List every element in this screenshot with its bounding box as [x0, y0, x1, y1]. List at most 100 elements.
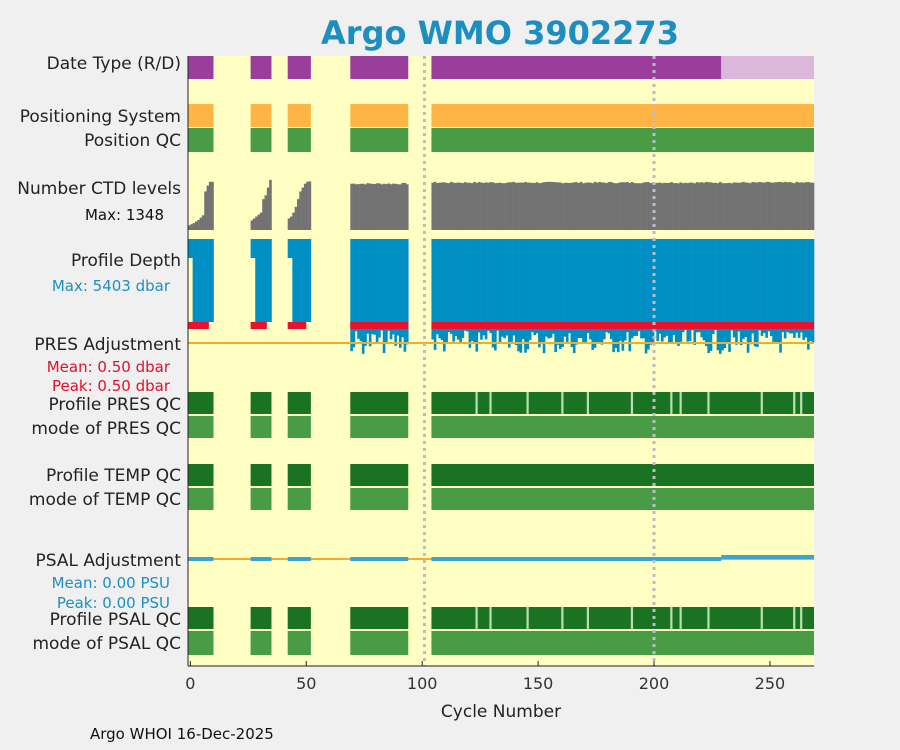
psal-mean-annotation: Mean: 0.00 PSU — [52, 574, 170, 592]
profile-psal-qc-bar-minor-mark — [679, 607, 682, 629]
profile-depth-bar — [623, 239, 627, 341]
profile-depth-bar — [730, 239, 734, 331]
profile-depth-bar — [503, 239, 506, 339]
ctd-level-bar — [681, 183, 685, 230]
ctd-level-bar — [788, 182, 792, 230]
profile-depth-bar — [760, 239, 764, 336]
ctd-level-bar — [582, 183, 585, 230]
x-axis-title: Cycle Number — [441, 702, 561, 722]
ctd-level-bar — [786, 182, 789, 230]
ctd-level-bar — [735, 182, 738, 230]
ctd-level-bar — [651, 182, 655, 230]
ctd-level-bar — [714, 182, 717, 230]
profile-depth-bar — [294, 239, 298, 322]
ctd-level-bar — [593, 181, 597, 230]
profile-depth-bar — [616, 239, 620, 353]
profile-psal-qc-bar-minor-mark — [707, 607, 710, 629]
profile-depth-bar — [709, 239, 713, 351]
profile-psal-qc-bar-minor-mark — [561, 607, 564, 629]
depth-reference-band — [250, 322, 267, 329]
profile-depth-bar — [206, 239, 210, 322]
row-label-mode_pres_qc: mode of PRES QC — [31, 419, 181, 439]
positioning-bar — [431, 104, 814, 127]
profile-depth-bar — [732, 239, 736, 338]
ctd-level-bar — [561, 183, 564, 230]
ctd-level-bar — [199, 217, 203, 230]
row-label-profile_depth: Profile Depth — [71, 251, 181, 271]
ctd-level-bar — [264, 195, 268, 230]
ctd-level-bar — [667, 182, 671, 230]
ctd-level-bar — [633, 183, 636, 230]
profile-depth-bar — [443, 239, 446, 352]
profile-depth-bar — [533, 239, 537, 336]
ctd-level-bar — [373, 184, 377, 230]
ctd-level-bar — [545, 181, 548, 230]
row-label-date_type: Date Type (R/D) — [47, 54, 181, 74]
profile-depth-bar — [767, 239, 771, 332]
profile-depth-bar — [489, 239, 493, 334]
profile-depth-bar — [398, 239, 402, 348]
mode-temp-qc-bar — [188, 488, 214, 510]
profile-depth-bar — [811, 239, 815, 343]
ctd-level-bar — [698, 182, 701, 230]
ctd-level-bar — [614, 183, 618, 230]
profile-depth-bar — [514, 239, 518, 346]
profile-depth-bar — [290, 239, 293, 258]
profile-depth-bar — [382, 239, 386, 354]
ctd-level-bar — [188, 225, 191, 230]
profile-psal-qc-bar — [188, 607, 214, 629]
profile-depth-bar — [762, 239, 766, 333]
psal-adjustment-bar — [188, 557, 214, 561]
profile-depth-bar — [387, 239, 391, 331]
profile-depth-bar — [804, 239, 808, 338]
profile-depth-bar — [753, 239, 757, 347]
profile-depth-bar — [269, 239, 272, 322]
ctd-level-bar — [542, 182, 546, 230]
mode-pres-qc-bar — [287, 416, 311, 438]
ctd-level-bar — [255, 216, 258, 230]
profile-depth-bar — [385, 239, 388, 343]
ctd-level-bar — [797, 182, 801, 230]
date-type-bar-D — [250, 56, 272, 79]
profile-depth-bar — [517, 239, 520, 352]
ctd-level-bar — [790, 182, 794, 230]
profile-depth-bar — [582, 239, 585, 344]
mode-pres-qc-bar — [250, 416, 272, 438]
profile-depth-bar — [756, 239, 759, 347]
x-tick-label: 50 — [296, 674, 316, 693]
ctd-level-bar — [804, 182, 808, 230]
profile-depth-bar — [640, 239, 643, 339]
profile-depth-bar — [635, 239, 639, 336]
ctd-level-bar — [521, 182, 525, 230]
row-label-ctd_levels: Number CTD levels — [17, 179, 181, 199]
profile-depth-bar — [299, 239, 302, 322]
ctd-level-bar — [584, 182, 588, 230]
ctd-level-bar — [290, 216, 293, 230]
date-type-bar-D — [287, 56, 311, 79]
ctd-level-bar — [445, 182, 448, 230]
footer-text: Argo WHOI 16-Dec-2025 — [90, 725, 274, 743]
ctd-level-bar — [519, 182, 523, 230]
profile-depth-bar — [749, 239, 752, 345]
ctd-level-bar — [647, 182, 650, 230]
ctd-level-bar — [783, 181, 787, 230]
row-label-positioning_system: Positioning System — [20, 107, 181, 127]
ctd-level-bar — [739, 182, 743, 230]
ctd-level-bar — [749, 183, 752, 230]
ctd-level-bar — [294, 206, 298, 230]
profile-depth-bar — [257, 239, 261, 322]
ctd-level-bar — [524, 182, 527, 230]
ctd-level-bar — [730, 183, 734, 230]
psal-adjustment-bar — [721, 555, 814, 559]
ctd-level-bar — [489, 182, 493, 230]
profile-depth-bar — [596, 239, 599, 343]
profile-depth-bar — [621, 239, 625, 351]
profile-depth-bar — [438, 239, 442, 339]
ctd-level-bar — [443, 182, 446, 230]
profile-depth-bar — [809, 239, 812, 342]
date-type-bar-D — [431, 56, 722, 79]
ctd-level-bar — [767, 181, 771, 230]
ctd-level-bar — [211, 181, 214, 230]
profile-temp-qc-bar — [431, 464, 814, 486]
profile-depth-bar — [436, 239, 439, 335]
